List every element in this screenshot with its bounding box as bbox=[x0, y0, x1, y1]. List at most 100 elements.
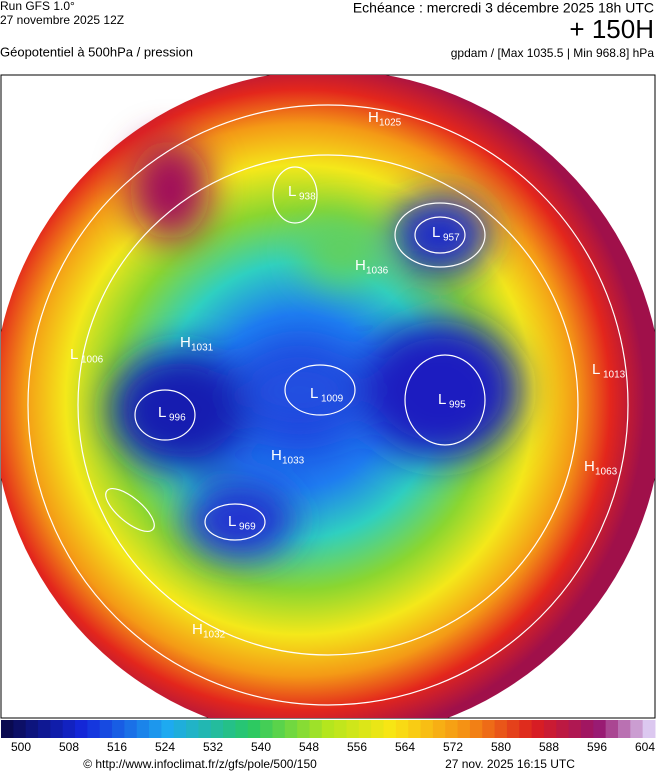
colorbar-swatch bbox=[75, 720, 88, 738]
center-type: H bbox=[192, 621, 203, 638]
colorbar-tick-label: 580 bbox=[491, 740, 511, 754]
colorbar-tick-label: 572 bbox=[443, 740, 463, 754]
colorbar-swatch bbox=[223, 720, 236, 738]
colorbar-tick-label: 588 bbox=[539, 740, 559, 754]
center-value: 1032 bbox=[203, 630, 226, 641]
colorbar-swatch bbox=[235, 720, 249, 738]
colorbar-swatch bbox=[580, 720, 594, 738]
colorbar-swatch bbox=[99, 720, 113, 738]
colorbar-swatch bbox=[25, 720, 39, 738]
colorbar-swatch bbox=[13, 720, 27, 738]
colorbar-swatch bbox=[494, 720, 508, 738]
colorbar-swatch bbox=[358, 720, 372, 738]
center-value: 1031 bbox=[191, 343, 214, 354]
colorbar-swatch bbox=[272, 720, 286, 738]
colorbar-tick-label: 516 bbox=[107, 740, 127, 754]
colorbar-swatch bbox=[457, 720, 471, 738]
colorbar-swatch bbox=[1, 720, 14, 738]
colorbar-swatch bbox=[383, 720, 397, 738]
field-blobs bbox=[110, 140, 520, 560]
center-value: 1009 bbox=[321, 394, 344, 405]
colorbar-swatch bbox=[247, 720, 261, 738]
center-type: H bbox=[584, 458, 595, 475]
isobars bbox=[27, 104, 629, 706]
colorbar-tick-label: 508 bbox=[59, 740, 79, 754]
colorbar-tick-label: 532 bbox=[203, 740, 223, 754]
colorbar-swatch bbox=[346, 720, 360, 738]
colorbar-tick-label: 500 bbox=[11, 740, 31, 754]
center-value: 1063 bbox=[595, 467, 618, 478]
colorbar-swatch bbox=[432, 720, 446, 738]
center-value: 1013 bbox=[603, 370, 626, 381]
colorbar-swatch bbox=[38, 720, 51, 738]
forecast-step: + 150H bbox=[569, 14, 654, 44]
colorbar-swatch bbox=[87, 720, 101, 738]
colorbar-tick-label: 548 bbox=[299, 740, 319, 754]
colorbar-tick-label: 540 bbox=[251, 740, 271, 754]
center-value: 957 bbox=[443, 233, 460, 244]
center-value: 1006 bbox=[81, 355, 104, 366]
center-value: 1033 bbox=[282, 456, 305, 467]
center-value: 1025 bbox=[379, 118, 402, 129]
colorbar-swatch bbox=[321, 720, 335, 738]
colorbar-swatch bbox=[136, 720, 150, 738]
colorbar-swatch bbox=[556, 720, 570, 738]
center-value: 996 bbox=[169, 413, 186, 424]
run-label: Run GFS 1.0° bbox=[0, 0, 75, 13]
colorbar-swatch bbox=[371, 720, 385, 738]
colorbar-tick-label: 556 bbox=[347, 740, 367, 754]
colorbar-swatch bbox=[642, 720, 656, 738]
units-label: gpdam / [Max 1035.5 | Min 968.8] hPa bbox=[451, 46, 655, 60]
colorbar-swatch bbox=[50, 720, 64, 738]
center-type: L bbox=[70, 346, 78, 363]
center-type: H bbox=[355, 257, 366, 274]
colorbar-swatch bbox=[161, 720, 175, 738]
colorbar-swatch bbox=[593, 720, 607, 738]
center-type: L bbox=[288, 183, 296, 200]
colorbar-swatch bbox=[173, 720, 187, 738]
colorbar-swatch bbox=[519, 720, 533, 738]
colorbar-swatch bbox=[198, 720, 212, 738]
colorbar-swatch bbox=[420, 720, 434, 738]
timestamp: 27 nov. 2025 16:15 UTC bbox=[445, 757, 575, 771]
source-url: © http://www.infoclimat.fr/z/gfs/pole/50… bbox=[83, 757, 317, 771]
colorbar-swatch bbox=[297, 720, 310, 738]
colorbar-swatch bbox=[469, 720, 483, 738]
colorbar-swatch bbox=[124, 720, 138, 738]
colorbar-swatch bbox=[62, 720, 76, 738]
center-type: L bbox=[592, 361, 600, 378]
colorbar-swatch bbox=[149, 720, 162, 738]
colorbar-swatch bbox=[112, 720, 125, 738]
center-type: H bbox=[271, 447, 282, 464]
center-type: H bbox=[368, 109, 379, 126]
colorbar-swatch bbox=[408, 720, 422, 738]
center-type: L bbox=[158, 404, 166, 421]
center-value: 938 bbox=[299, 192, 316, 203]
colorbar-swatch bbox=[309, 720, 323, 738]
colorbar-swatch bbox=[543, 720, 557, 738]
colorbar-swatch bbox=[210, 720, 224, 738]
colorbar-swatch bbox=[445, 720, 459, 738]
colorbar-swatch bbox=[506, 720, 520, 738]
center-value: 1036 bbox=[366, 266, 389, 277]
field-label: Géopotentiel à 500hPa / pression bbox=[0, 44, 193, 59]
colorbar-swatch bbox=[284, 720, 298, 738]
center-type: L bbox=[228, 513, 236, 530]
forecast-time: Echéance : mercredi 3 décembre 2025 18h … bbox=[353, 0, 654, 16]
colorbar-swatch bbox=[605, 720, 619, 738]
colorbar-tick-label: 524 bbox=[155, 740, 175, 754]
colorbar-swatch bbox=[630, 720, 644, 738]
colorbar-swatch bbox=[617, 720, 631, 738]
colorbar-tick-label: 604 bbox=[635, 740, 655, 754]
center-type: H bbox=[180, 334, 191, 351]
colorbar-swatch bbox=[186, 720, 199, 738]
colorbar-swatch bbox=[260, 720, 273, 738]
run-date: 27 novembre 2025 12Z bbox=[0, 13, 124, 27]
center-value: 969 bbox=[239, 522, 256, 533]
colorbar-tick-label: 564 bbox=[395, 740, 415, 754]
map bbox=[1, 75, 655, 718]
colorbar-swatch bbox=[395, 720, 409, 738]
colorbar-tick-label: 596 bbox=[587, 740, 607, 754]
